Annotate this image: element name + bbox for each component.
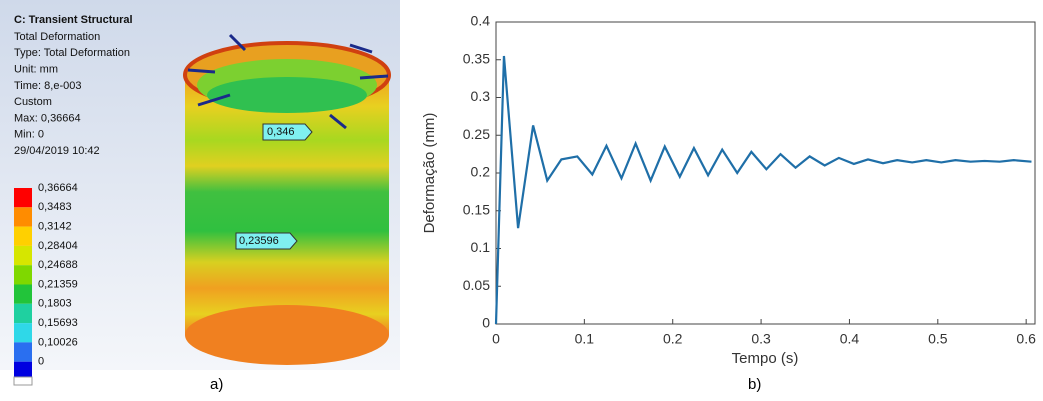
info-line: Type: Total Deformation [14,47,130,59]
y-tick-label: 0.4 [471,13,491,29]
legend-swatch [14,207,32,226]
info-line: Time: 8,e-003 [14,80,81,92]
panel-title: C: Transient Structural [14,14,133,26]
x-tick-label: 0 [492,331,500,347]
probe: 0,346 [263,124,312,140]
y-tick-label: 0 [482,315,490,331]
probe-label: 0,346 [267,126,295,138]
x-tick-label: 0.3 [751,331,771,347]
figure: C: Transient Structural 0,346 0,23596 a)… [0,0,1043,396]
y-tick-label: 0.15 [463,201,490,217]
legend-swatch [14,227,32,246]
legend-label: 0,15693 [38,317,78,329]
legend-swatch [14,304,32,323]
y-tick-label: 0.1 [471,239,491,255]
probe: 0,23596 [236,233,297,249]
legend-swatch [14,342,32,361]
legend-label: 0 [38,356,44,368]
info-line: Total Deformation [14,31,100,43]
info-line: Max: 0,36664 [14,112,81,124]
legend-swatch [14,323,32,342]
legend-swatch [14,246,32,265]
y-tick-label: 0.25 [463,126,490,142]
x-tick-label: 0.2 [663,331,683,347]
x-tick-label: 0.6 [1016,331,1036,347]
y-tick-label: 0.2 [471,164,491,180]
legend-label: 0,28404 [38,240,78,252]
legend-swatch [14,285,32,304]
legend-label: 0,3142 [38,221,72,233]
probe-label: 0,23596 [239,235,279,247]
legend-swatch [14,188,32,207]
x-axis-label: Tempo (s) [732,350,799,367]
y-axis-label: Deformação (mm) [421,113,438,234]
legend-label: 0,21359 [38,278,78,290]
caption: a) [210,376,223,393]
y-tick-label: 0.05 [463,277,490,293]
info-line: Unit: mm [14,64,58,76]
caption: b) [748,376,761,393]
legend-swatch [14,377,32,385]
x-tick-label: 0.1 [575,331,595,347]
legend-swatch [14,265,32,284]
info-line: Custom [14,96,52,108]
y-tick-label: 0.3 [471,88,491,104]
legend-label: 0,10026 [38,336,78,348]
plot-frame [496,22,1035,324]
legend-label: 0,3483 [38,201,72,213]
data-line [496,56,1031,324]
legend-label: 0,36664 [38,182,78,194]
x-tick-label: 0.4 [840,331,860,347]
info-line: 29/04/2019 10:42 [14,145,100,157]
y-tick-label: 0.35 [463,50,490,66]
cylinder [185,35,389,365]
x-tick-label: 0.5 [928,331,948,347]
legend-label: 0,24688 [38,259,78,271]
info-line: Min: 0 [14,129,44,141]
legend-label: 0,1803 [38,298,72,310]
